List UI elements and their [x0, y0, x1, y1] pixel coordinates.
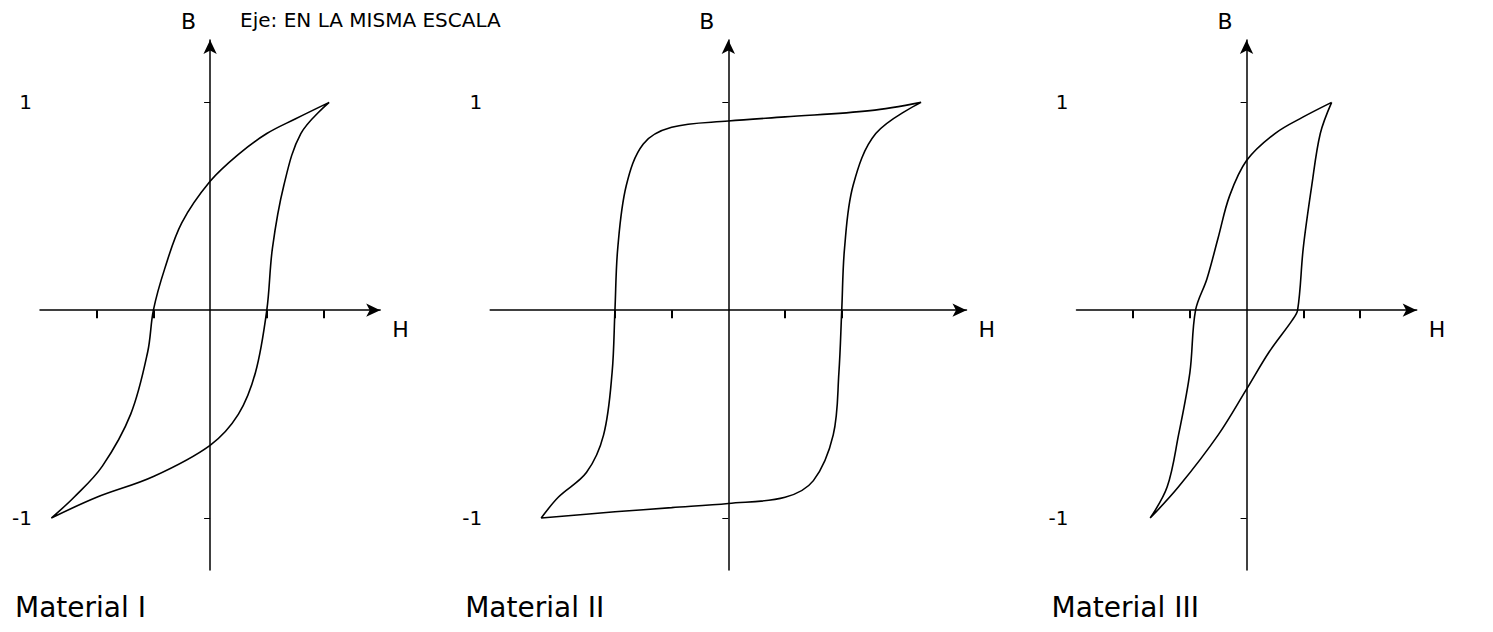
svg-text:1: 1	[469, 90, 482, 114]
svg-text:B: B	[1217, 9, 1232, 34]
svg-text:1: 1	[19, 90, 32, 114]
svg-text:B: B	[699, 9, 714, 34]
svg-text:Material III: Material III	[1051, 591, 1198, 624]
svg-text:-1: -1	[12, 506, 32, 530]
svg-text:H: H	[392, 317, 409, 342]
svg-text:Material I: Material I	[15, 591, 146, 624]
svg-text:-1: -1	[462, 506, 482, 530]
svg-text:B: B	[181, 9, 196, 34]
svg-text:1: 1	[1056, 90, 1069, 114]
svg-text:H: H	[978, 317, 995, 342]
svg-text:H: H	[1429, 317, 1446, 342]
svg-text:-1: -1	[1049, 506, 1069, 530]
svg-text:Eje: EN LA MISMA ESCALA: Eje: EN LA MISMA ESCALA	[240, 8, 501, 32]
svg-text:Material II: Material II	[465, 591, 604, 624]
